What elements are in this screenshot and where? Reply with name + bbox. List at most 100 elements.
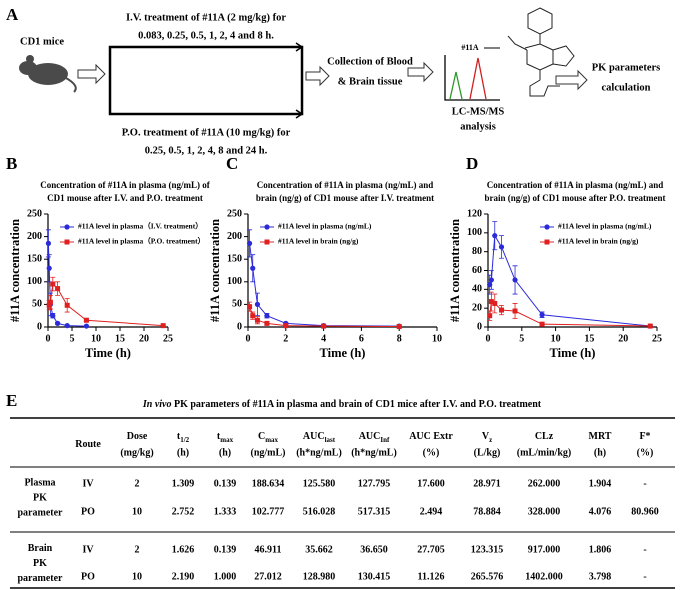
po-text: P.O. treatment of #11A (10 mg/kg) for — [122, 127, 291, 138]
table-cell: PO — [81, 571, 95, 582]
table-cell: 46.911 — [255, 544, 282, 555]
marker — [45, 240, 51, 246]
y-tick-label: 0 — [237, 321, 242, 332]
header-unit: (ng/mL) — [251, 447, 286, 458]
marker — [64, 302, 70, 308]
marker — [264, 313, 270, 319]
mouse-label: CD1 mice — [20, 36, 64, 47]
molecule — [507, 7, 575, 97]
legend-marker — [544, 224, 550, 230]
table-cell: 328.000 — [528, 506, 561, 517]
table-cell: 10 — [132, 571, 142, 582]
marker — [50, 281, 56, 287]
legend-marker — [64, 224, 70, 230]
table-cell: 262.000 — [528, 478, 561, 489]
table-cell: 0.139 — [214, 544, 237, 555]
header-text: t — [177, 431, 181, 442]
header-cell: tmax — [217, 431, 234, 443]
table-cell: 1.806 — [589, 544, 612, 555]
table-cell: 1.309 — [172, 478, 195, 489]
table-cell: 17.600 — [417, 478, 445, 489]
arrow — [407, 61, 434, 83]
header-text: Route — [75, 439, 101, 450]
marker — [247, 304, 253, 310]
table-cell: 0.139 — [214, 478, 237, 489]
marker — [250, 313, 256, 319]
header-cell: MRT — [589, 431, 612, 442]
panel-label: B — [6, 154, 17, 173]
mouse-icon — [19, 55, 77, 93]
group-label: Plasma — [24, 477, 55, 488]
header-cell: AUCInf — [359, 431, 390, 443]
table-cell: - — [643, 478, 646, 489]
marker — [492, 233, 498, 239]
header-unit: (h) — [177, 447, 189, 458]
chart-title: Concentration of #11A in plasma (ng/mL) … — [257, 180, 434, 190]
y-tick-label: 150 — [27, 253, 42, 264]
x-tick-label: 4 — [321, 333, 326, 344]
legend-marker — [264, 239, 270, 245]
legend-label: #11A level in plasma（I.V. treatment） — [78, 221, 203, 231]
x-axis-label: Time (h) — [85, 346, 131, 360]
table-cell: 35.662 — [305, 544, 333, 555]
y-tick-label: 120 — [467, 208, 482, 219]
y-axis-label: #11A concentration — [8, 219, 22, 322]
y-tick-label: 150 — [227, 253, 242, 264]
legend-label: #11A level in plasma（P.O. treatment） — [78, 236, 205, 246]
marker — [539, 321, 545, 327]
legend-label: #11A level in plasma (ng/mL) — [558, 222, 652, 231]
header-sub: z — [489, 436, 492, 444]
marker — [47, 299, 53, 305]
table-cell: 1402.000 — [525, 571, 563, 582]
marker — [512, 277, 518, 283]
table-cell: 917.000 — [528, 544, 561, 555]
header-unit: (%) — [637, 447, 654, 458]
table-cell: - — [643, 544, 646, 555]
table-cell: 2.494 — [420, 506, 443, 517]
y-tick-label: 250 — [227, 208, 242, 219]
y-tick-label: 60 — [472, 265, 482, 276]
pk-text: PK parameters — [592, 62, 661, 73]
x-tick-label: 10 — [551, 333, 561, 344]
marker — [83, 317, 89, 323]
arrow — [555, 69, 588, 91]
header-sub: max — [265, 436, 278, 444]
table-cell: 80.960 — [631, 506, 659, 517]
table-cell: 11.126 — [418, 571, 445, 582]
marker — [55, 320, 61, 326]
marker — [647, 323, 653, 329]
table-cell: 2.190 — [172, 571, 195, 582]
table-cell: IV — [82, 544, 94, 555]
marker — [83, 323, 89, 329]
marker — [283, 323, 289, 329]
header-sub: max — [220, 436, 233, 444]
header-sub: 1/2 — [180, 436, 189, 444]
table-cell: 1.000 — [214, 571, 237, 582]
table-cell: 10 — [132, 506, 142, 517]
marker — [321, 323, 327, 329]
y-tick-label: 80 — [472, 246, 482, 257]
panel-label: C — [226, 154, 238, 173]
header-cell: Cmax — [258, 431, 279, 443]
group-label: parameter — [18, 573, 64, 584]
table-cell: 517.315 — [358, 506, 391, 517]
x-tick-label: 2 — [283, 333, 288, 344]
table-cell: 188.634 — [252, 478, 285, 489]
table-cell: IV — [82, 478, 94, 489]
y-tick-label: 40 — [472, 284, 482, 295]
table-cell: 1.333 — [214, 506, 237, 517]
chart-title: Concentration of #11A in plasma (ng/mL) … — [40, 180, 211, 190]
marker — [499, 307, 505, 313]
y-tick-label: 100 — [27, 276, 42, 287]
header-cell: Dose — [127, 431, 148, 442]
x-tick-label: 5 — [70, 333, 75, 344]
table-cell: 2.752 — [172, 506, 195, 517]
y-tick-label: 50 — [32, 299, 42, 310]
header-cell: F* — [639, 431, 650, 442]
table-cell: 516.028 — [303, 506, 336, 517]
marker — [55, 286, 61, 292]
table-cell: 2 — [135, 478, 140, 489]
panel-label: E — [6, 391, 17, 410]
x-tick-label: 25 — [652, 333, 662, 344]
